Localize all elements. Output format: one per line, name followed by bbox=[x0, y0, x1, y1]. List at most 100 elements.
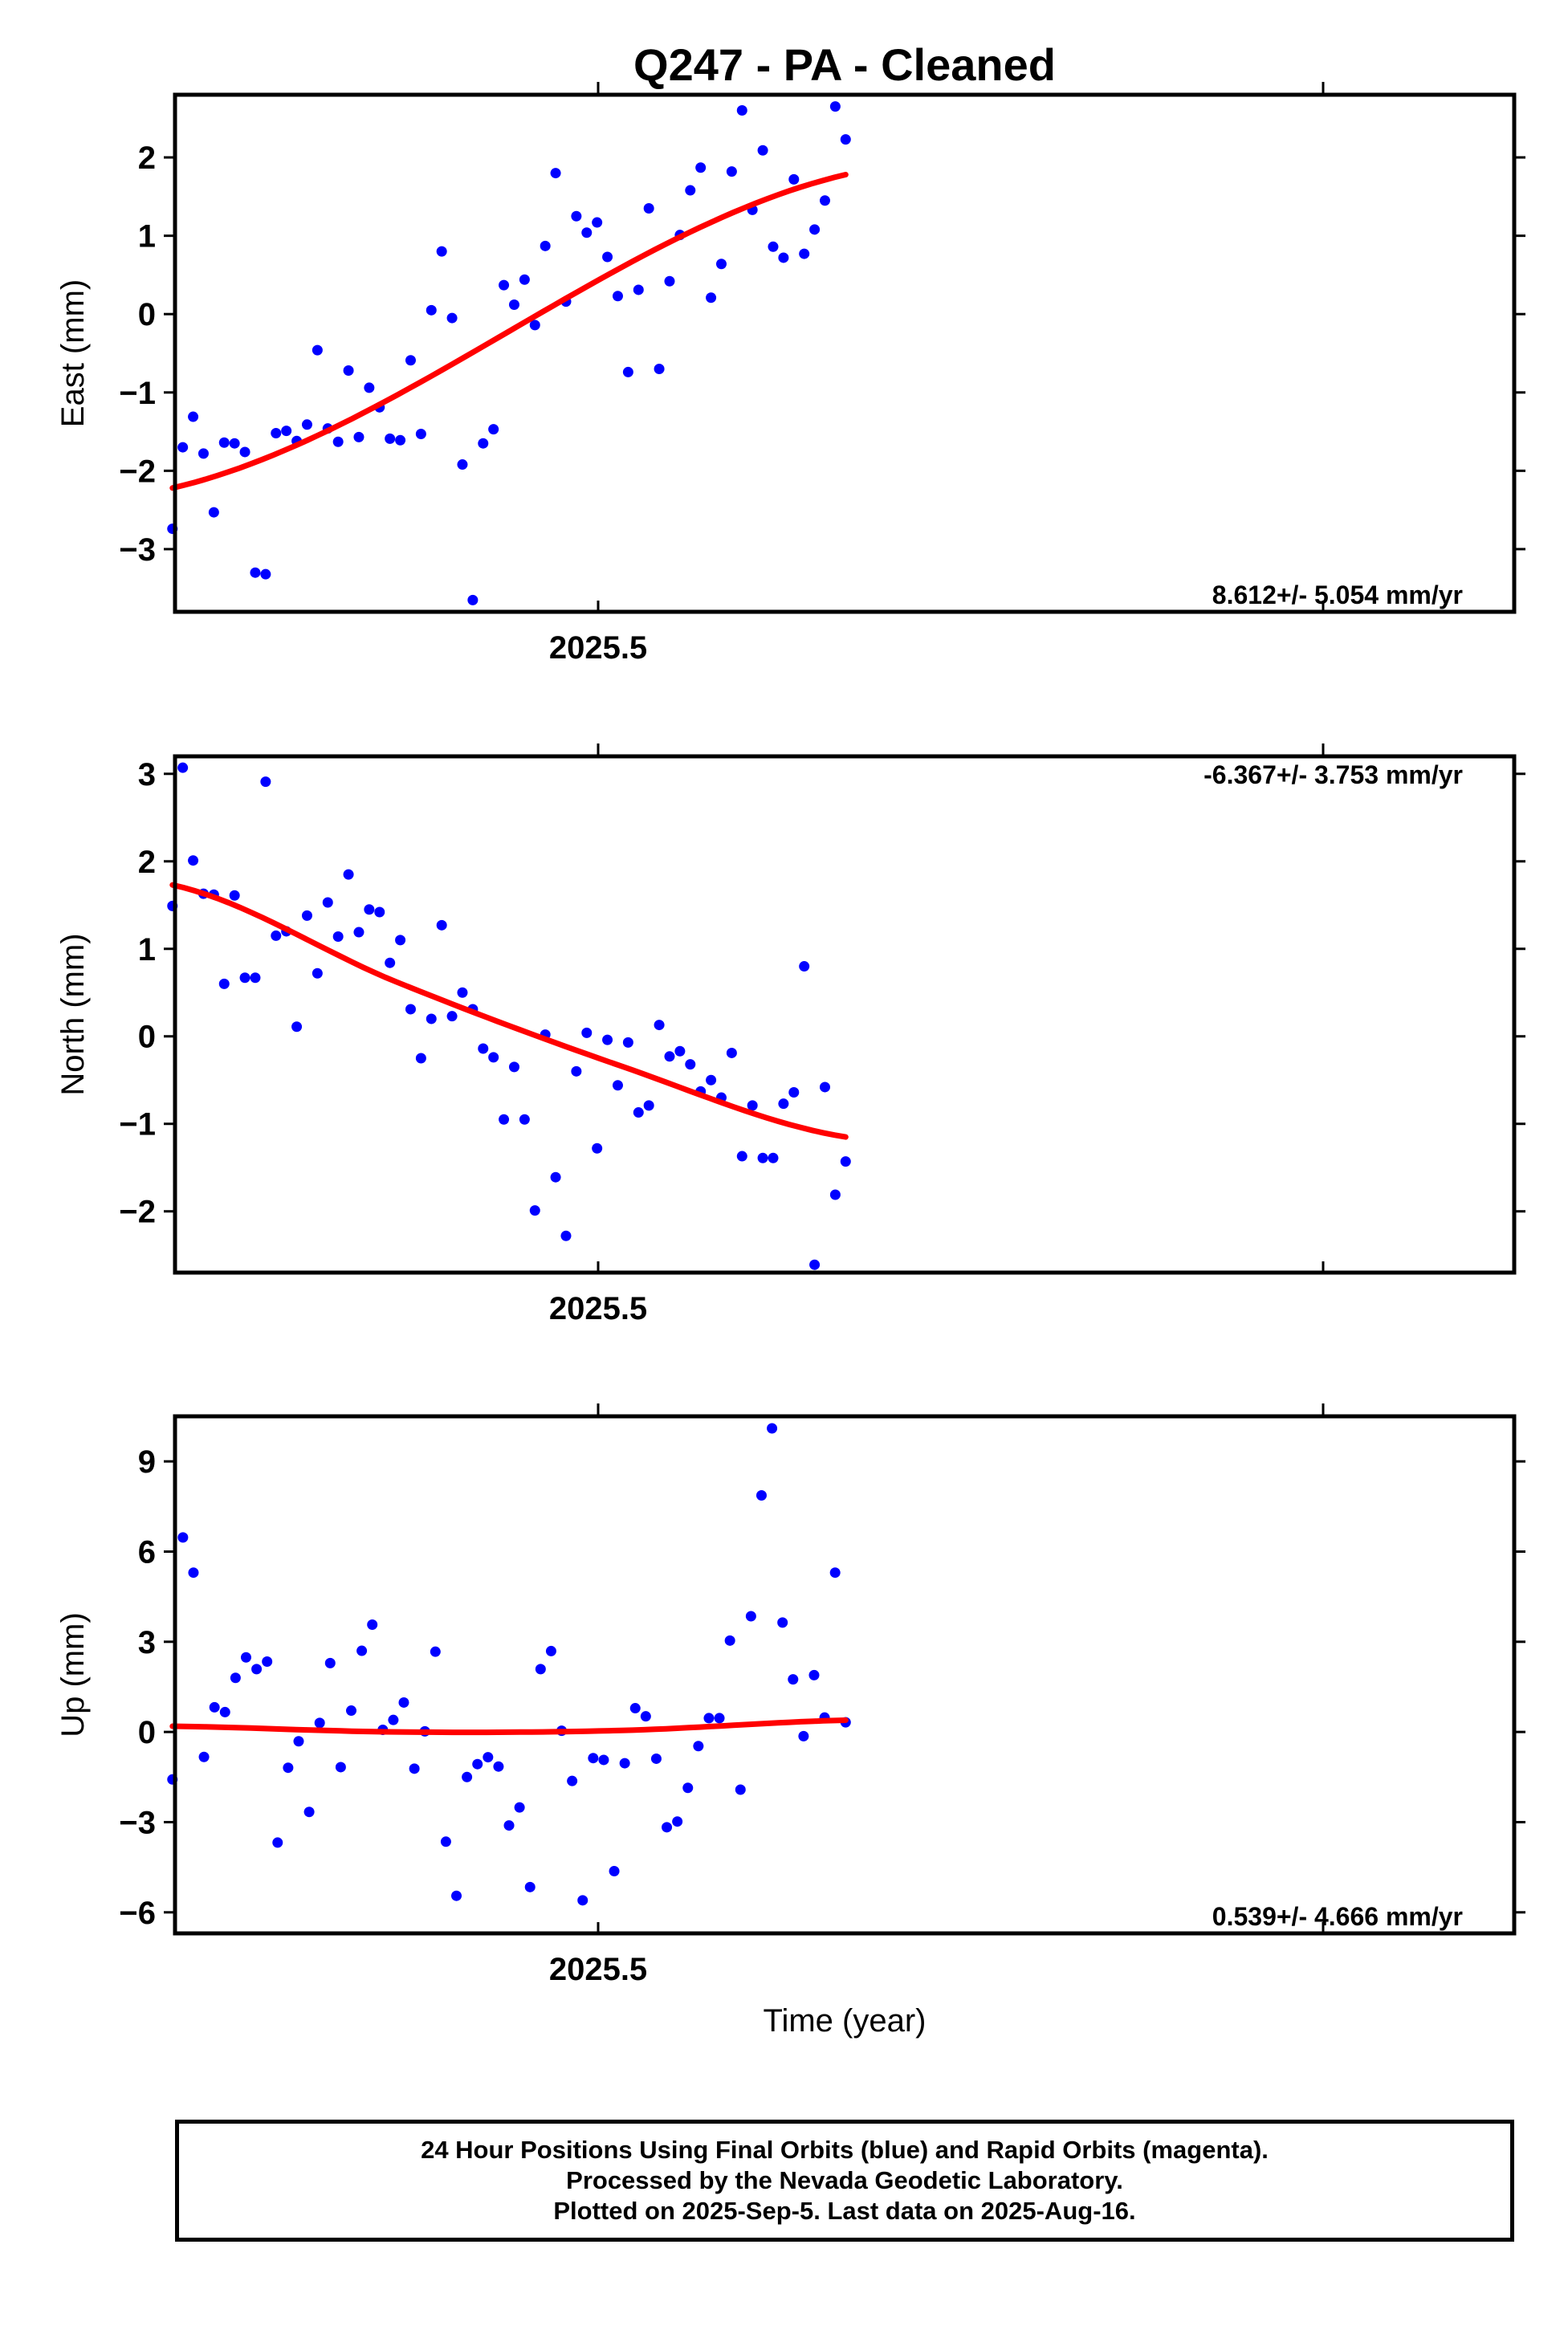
north-data-point bbox=[353, 927, 365, 938]
up-data-point bbox=[514, 1802, 525, 1813]
up-data-point bbox=[767, 1423, 778, 1434]
chart-title: Q247 - PA - Cleaned bbox=[633, 39, 1056, 90]
up-data-point bbox=[588, 1753, 599, 1764]
east-data-point bbox=[499, 279, 510, 291]
up-data-point bbox=[230, 1672, 241, 1684]
north-data-point bbox=[188, 855, 199, 866]
east-data-point bbox=[654, 364, 665, 375]
north-data-point bbox=[426, 1013, 437, 1024]
east-data-point bbox=[664, 275, 675, 287]
up-data-point bbox=[483, 1752, 494, 1763]
east-data-point bbox=[695, 162, 707, 173]
up-data-point bbox=[314, 1717, 325, 1729]
up-y-tick-label: 6 bbox=[138, 1534, 156, 1570]
north-data-point bbox=[519, 1114, 530, 1125]
east-data-point bbox=[271, 428, 282, 439]
north-data-point bbox=[654, 1020, 665, 1031]
east-rate-label: 8.612+/- 5.054 mm/yr bbox=[1212, 580, 1463, 609]
up-data-point bbox=[724, 1635, 735, 1646]
up-x-tick-label: 2025.5 bbox=[549, 1952, 647, 1987]
north-data-point bbox=[446, 1011, 458, 1022]
up-data-point bbox=[755, 1489, 767, 1501]
up-data-point bbox=[662, 1822, 673, 1833]
north-data-point bbox=[778, 1098, 789, 1110]
east-data-point bbox=[208, 507, 219, 518]
north-data-point bbox=[829, 1189, 841, 1200]
north-x-tick-label: 2025.5 bbox=[549, 1291, 647, 1326]
up-data-point bbox=[283, 1762, 294, 1774]
up-data-point bbox=[240, 1652, 251, 1663]
east-y-tick-label: 0 bbox=[138, 297, 156, 332]
east-y-tick-label: −2 bbox=[119, 454, 156, 489]
up-data-point bbox=[272, 1837, 283, 1848]
north-data-point bbox=[508, 1061, 519, 1073]
north-data-point bbox=[643, 1100, 654, 1111]
east-data-point bbox=[840, 134, 851, 145]
up-data-point bbox=[703, 1713, 715, 1724]
north-data-point bbox=[343, 869, 354, 880]
up-data-point bbox=[198, 1751, 210, 1762]
north-y-tick-label: −2 bbox=[119, 1195, 156, 1230]
up-data-point bbox=[188, 1567, 199, 1578]
north-data-point bbox=[788, 1086, 800, 1098]
up-y-axis-label: Up (mm) bbox=[55, 1612, 91, 1737]
east-data-point bbox=[778, 252, 789, 263]
east-y-axis-label: East (mm) bbox=[55, 279, 91, 427]
up-data-point bbox=[462, 1771, 473, 1782]
up-y-tick-label: 9 bbox=[138, 1444, 156, 1480]
east-y-tick-label: 1 bbox=[138, 219, 156, 255]
up-data-point bbox=[745, 1611, 756, 1622]
east-data-point bbox=[643, 202, 654, 214]
east-data-point bbox=[736, 105, 747, 116]
north-data-point bbox=[622, 1037, 633, 1048]
east-data-point bbox=[426, 304, 437, 316]
north-data-point bbox=[726, 1047, 737, 1058]
north-data-point bbox=[571, 1065, 582, 1077]
north-data-point bbox=[840, 1156, 851, 1167]
east-data-point bbox=[622, 366, 633, 377]
up-data-point bbox=[367, 1619, 378, 1630]
footer-line-processed: Processed by the Nevada Geodetic Laborat… bbox=[566, 2166, 1123, 2194]
up-data-point bbox=[251, 1664, 263, 1675]
north-data-point bbox=[612, 1080, 623, 1091]
east-data-point bbox=[799, 248, 810, 259]
north-data-point bbox=[395, 935, 406, 946]
north-data-point bbox=[385, 957, 396, 968]
north-data-point bbox=[478, 1043, 489, 1054]
up-data-point bbox=[440, 1836, 451, 1847]
east-data-point bbox=[405, 355, 416, 366]
up-data-point bbox=[335, 1762, 346, 1773]
up-fit-line bbox=[169, 1717, 849, 1736]
north-y-axis-label: North (mm) bbox=[55, 933, 91, 1095]
north-data-point bbox=[592, 1143, 603, 1154]
east-data-point bbox=[715, 259, 727, 270]
north-data-point bbox=[581, 1027, 593, 1038]
up-y-tick-label: 0 bbox=[138, 1715, 156, 1750]
up-data-point bbox=[293, 1736, 304, 1747]
east-data-point bbox=[519, 274, 530, 285]
north-data-point bbox=[415, 1053, 426, 1064]
north-data-point bbox=[529, 1205, 540, 1216]
east-data-point bbox=[829, 101, 841, 112]
north-data-point bbox=[177, 762, 189, 773]
east-x-tick-label: 2025.5 bbox=[549, 630, 647, 666]
up-data-point bbox=[598, 1754, 609, 1766]
north-data-point bbox=[301, 910, 312, 921]
east-data-point bbox=[529, 320, 540, 331]
north-y-tick-label: 0 bbox=[138, 1020, 156, 1055]
east-y-tick-label: −1 bbox=[119, 376, 156, 411]
east-data-point bbox=[540, 240, 551, 251]
east-y-tick-label: 2 bbox=[138, 141, 156, 176]
north-data-point bbox=[799, 961, 810, 972]
east-data-point bbox=[281, 426, 292, 437]
north-data-point bbox=[271, 930, 282, 941]
east-data-point bbox=[229, 438, 240, 449]
up-data-point bbox=[567, 1775, 578, 1786]
north-data-point bbox=[322, 897, 333, 908]
east-data-point bbox=[768, 241, 779, 252]
north-y-tick-label: 2 bbox=[138, 845, 156, 880]
east-data-point bbox=[467, 594, 479, 605]
up-data-point bbox=[609, 1865, 620, 1876]
up-data-point bbox=[788, 1674, 799, 1685]
up-data-point bbox=[177, 1532, 189, 1543]
